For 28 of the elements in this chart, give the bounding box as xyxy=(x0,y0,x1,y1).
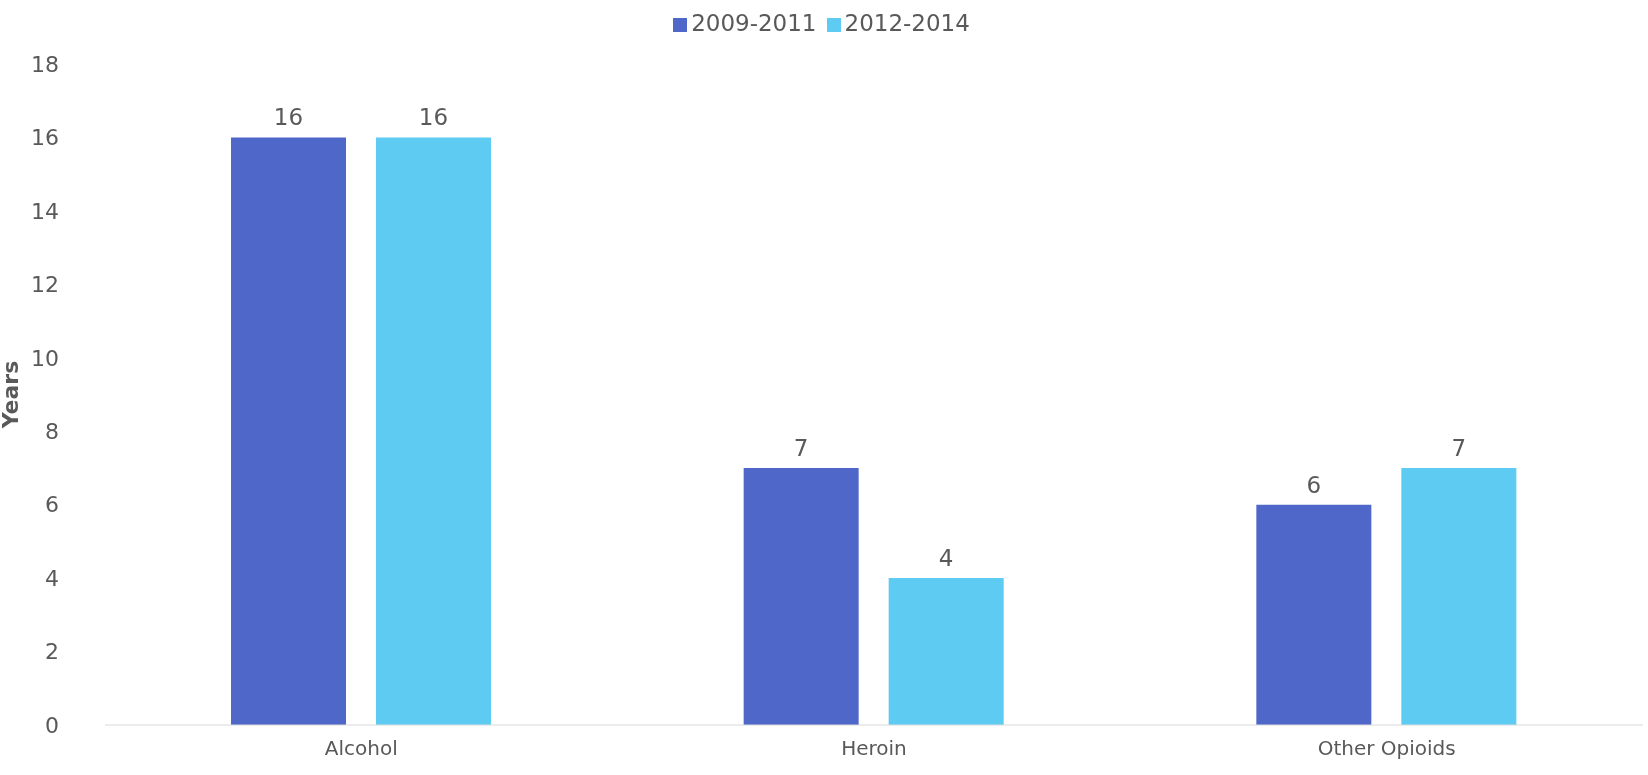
data-label: 4 xyxy=(938,545,954,572)
y-tick-label: 18 xyxy=(31,51,59,77)
bar xyxy=(1256,504,1372,725)
y-tick-label: 14 xyxy=(31,198,59,224)
bar xyxy=(376,137,491,725)
data-label: 7 xyxy=(793,434,809,461)
legend-label: 2009-2011 xyxy=(691,10,817,36)
bar xyxy=(1401,467,1517,725)
y-tick-label: 0 xyxy=(45,712,59,738)
bar xyxy=(888,578,1004,725)
y-tick-label: 8 xyxy=(45,419,59,445)
data-label: 16 xyxy=(418,104,449,131)
data-label: 16 xyxy=(273,104,304,131)
legend-label: 2012-2014 xyxy=(844,10,970,36)
y-tick-label: 16 xyxy=(31,125,59,151)
x-tick-label: Alcohol xyxy=(324,736,398,761)
bar xyxy=(743,467,859,725)
y-tick-label: 2 xyxy=(45,639,59,665)
x-tick-label: Other Opioids xyxy=(1317,736,1456,761)
bar xyxy=(231,137,346,725)
x-tick-label: Heroin xyxy=(841,736,907,761)
y-axis-title: Years xyxy=(0,360,23,430)
y-tick-label: 10 xyxy=(31,345,59,371)
y-tick-label: 12 xyxy=(31,272,59,298)
y-tick-label: 6 xyxy=(45,492,59,518)
data-label: 6 xyxy=(1306,471,1322,498)
data-label: 7 xyxy=(1451,434,1467,461)
y-tick-label: 4 xyxy=(45,565,59,591)
